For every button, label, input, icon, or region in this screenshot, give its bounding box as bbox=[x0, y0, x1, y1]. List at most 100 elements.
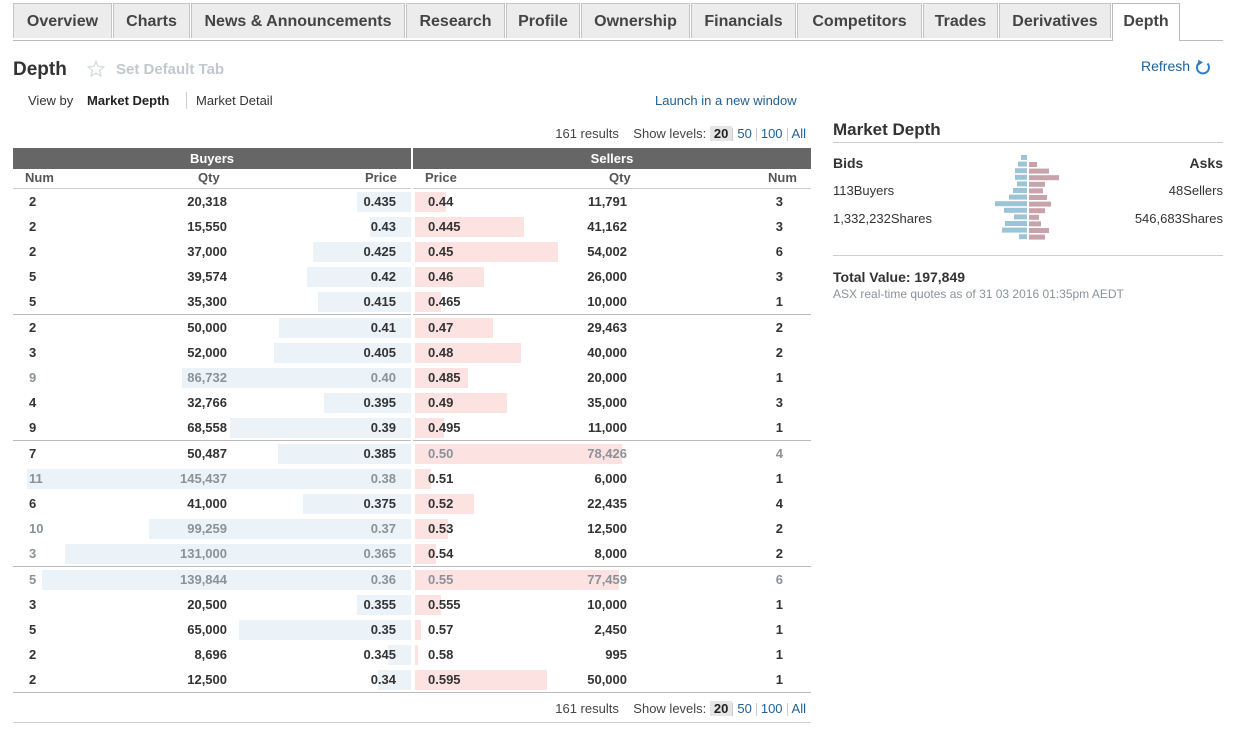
seller-num: 1 bbox=[775, 294, 783, 309]
tab-financials[interactable]: Financials bbox=[691, 3, 796, 38]
buyer-price: 0.42 bbox=[370, 269, 396, 284]
seller-qty-bar bbox=[415, 645, 418, 665]
tab-overview[interactable]: Overview bbox=[13, 3, 112, 38]
center-divider bbox=[411, 148, 413, 693]
star-icon[interactable] bbox=[87, 59, 105, 79]
depth-row: 9 68,558 0.39 0.495 11,000 1 bbox=[13, 415, 811, 440]
level-50[interactable]: 50 bbox=[737, 126, 752, 141]
buyer-num: 6 bbox=[29, 496, 37, 511]
tab-depth[interactable]: Depth bbox=[1112, 3, 1180, 41]
buyer-price: 0.40 bbox=[370, 370, 396, 385]
buyer-num: 5 bbox=[29, 294, 37, 309]
seller-qty: 995 bbox=[605, 647, 627, 662]
refresh-link[interactable]: Refresh bbox=[1141, 58, 1191, 74]
buyer-qty-bar bbox=[370, 217, 411, 237]
level-100[interactable]: 100 bbox=[760, 701, 783, 716]
seller-qty-bar bbox=[415, 620, 421, 640]
tab-trades[interactable]: Trades bbox=[923, 3, 998, 38]
buyer-price: 0.415 bbox=[363, 294, 396, 309]
seller-qty: 2,450 bbox=[594, 622, 627, 637]
buyer-qty-bar bbox=[378, 670, 411, 690]
tab-profile[interactable]: Profile bbox=[506, 3, 580, 38]
buyer-qty: 139,844 bbox=[180, 572, 227, 587]
buyer-price: 0.425 bbox=[363, 244, 396, 259]
level-20[interactable]: 20 bbox=[709, 126, 733, 141]
mini-ask-bar bbox=[1029, 201, 1051, 207]
seller-qty: 22,435 bbox=[587, 496, 627, 511]
mini-bid-bar bbox=[1021, 155, 1027, 160]
col-buyer-price[interactable]: Price bbox=[365, 170, 397, 185]
seller-qty-bar bbox=[415, 595, 441, 615]
buyer-num: 2 bbox=[29, 647, 37, 662]
footer-divider bbox=[13, 722, 811, 723]
col-seller-qty[interactable]: Qty bbox=[609, 170, 631, 185]
depth-row: 3 131,000 0.365 0.54 8,000 2 bbox=[13, 541, 811, 566]
buyer-num: 2 bbox=[29, 244, 37, 259]
sellers-header: Sellers bbox=[413, 148, 811, 169]
view-divider bbox=[186, 92, 187, 109]
seller-qty: 77,459 bbox=[587, 572, 627, 587]
panel-divider-2 bbox=[833, 255, 1223, 256]
buyer-num: 3 bbox=[29, 597, 37, 612]
set-default-tab-link[interactable]: Set Default Tab bbox=[116, 61, 225, 78]
seller-qty-bar bbox=[415, 519, 448, 539]
depth-row: 2 37,000 0.425 0.45 54,002 6 bbox=[13, 239, 811, 264]
tab-charts[interactable]: Charts bbox=[113, 3, 190, 38]
mini-ask-bar bbox=[1029, 181, 1045, 187]
level-all[interactable]: All bbox=[791, 126, 806, 141]
seller-qty: 40,000 bbox=[587, 345, 627, 360]
depth-row: 2 12,500 0.34 0.595 50,000 1 bbox=[13, 667, 811, 692]
depth-row: 5 39,574 0.42 0.46 26,000 3 bbox=[13, 264, 811, 289]
buyer-qty: 41,000 bbox=[187, 496, 227, 511]
tab-ownership[interactable]: Ownership bbox=[581, 3, 690, 38]
seller-qty: 12,500 bbox=[587, 521, 627, 536]
depth-row: 5 65,000 0.35 0.57 2,450 1 bbox=[13, 617, 811, 642]
tab-competitors[interactable]: Competitors bbox=[797, 3, 922, 38]
mini-ask-bar bbox=[1029, 208, 1045, 214]
buyer-qty-bar bbox=[357, 192, 411, 212]
seller-price: 0.54 bbox=[428, 546, 454, 561]
depth-row: 10 99,259 0.37 0.53 12,500 2 bbox=[13, 516, 811, 541]
buyer-qty-bar bbox=[182, 368, 411, 388]
buyer-qty-bar bbox=[313, 242, 411, 262]
buyer-qty: 20,500 bbox=[187, 597, 227, 612]
depth-row: 6 41,000 0.375 0.52 22,435 4 bbox=[13, 491, 811, 516]
view-market-depth[interactable]: Market Depth bbox=[87, 93, 170, 108]
mini-ask-bar bbox=[1029, 214, 1039, 220]
col-buyer-qty[interactable]: Qty bbox=[198, 170, 220, 185]
level-20[interactable]: 20 bbox=[709, 701, 733, 716]
depth-row: 5 35,300 0.415 0.465 10,000 1 bbox=[13, 289, 811, 314]
level-all[interactable]: All bbox=[791, 701, 806, 716]
page-title: Depth bbox=[13, 59, 67, 80]
depth-row: 5 139,844 0.36 0.55 77,459 6 bbox=[13, 567, 811, 592]
tab-derivatives[interactable]: Derivatives bbox=[999, 3, 1111, 38]
buyer-num: 11 bbox=[29, 471, 43, 486]
col-buyer-num[interactable]: Num bbox=[25, 170, 54, 185]
tab-news-announcements[interactable]: News & Announcements bbox=[191, 3, 405, 38]
mini-ask-bar bbox=[1029, 175, 1059, 181]
seller-price: 0.58 bbox=[428, 647, 454, 662]
ask-shares: 546,683Shares bbox=[1134, 211, 1223, 226]
col-seller-price[interactable]: Price bbox=[425, 170, 457, 185]
seller-qty-bar bbox=[415, 242, 558, 262]
buyer-qty: 52,000 bbox=[187, 345, 227, 360]
buyer-qty: 20,318 bbox=[187, 194, 227, 209]
mini-bid-bar bbox=[1005, 221, 1027, 226]
mini-ask-bar bbox=[1029, 228, 1049, 233]
refresh-icon[interactable] bbox=[1195, 59, 1211, 75]
launch-new-window-link[interactable]: Launch in a new window bbox=[655, 93, 797, 108]
seller-num: 1 bbox=[775, 622, 783, 637]
tab-research[interactable]: Research bbox=[406, 3, 505, 38]
depth-mini-chart bbox=[995, 155, 1059, 240]
seller-num: 2 bbox=[775, 345, 783, 360]
buyer-qty: 32,766 bbox=[187, 395, 227, 410]
col-seller-num[interactable]: Num bbox=[768, 170, 797, 185]
buyer-price: 0.39 bbox=[370, 420, 396, 435]
mini-bid-bar bbox=[1017, 181, 1027, 187]
level-100[interactable]: 100 bbox=[760, 126, 783, 141]
buyer-price: 0.405 bbox=[363, 345, 396, 360]
buyer-price: 0.34 bbox=[370, 672, 396, 687]
level-50[interactable]: 50 bbox=[737, 701, 752, 716]
buyer-qty: 39,574 bbox=[187, 269, 227, 284]
view-market-detail[interactable]: Market Detail bbox=[196, 93, 273, 108]
